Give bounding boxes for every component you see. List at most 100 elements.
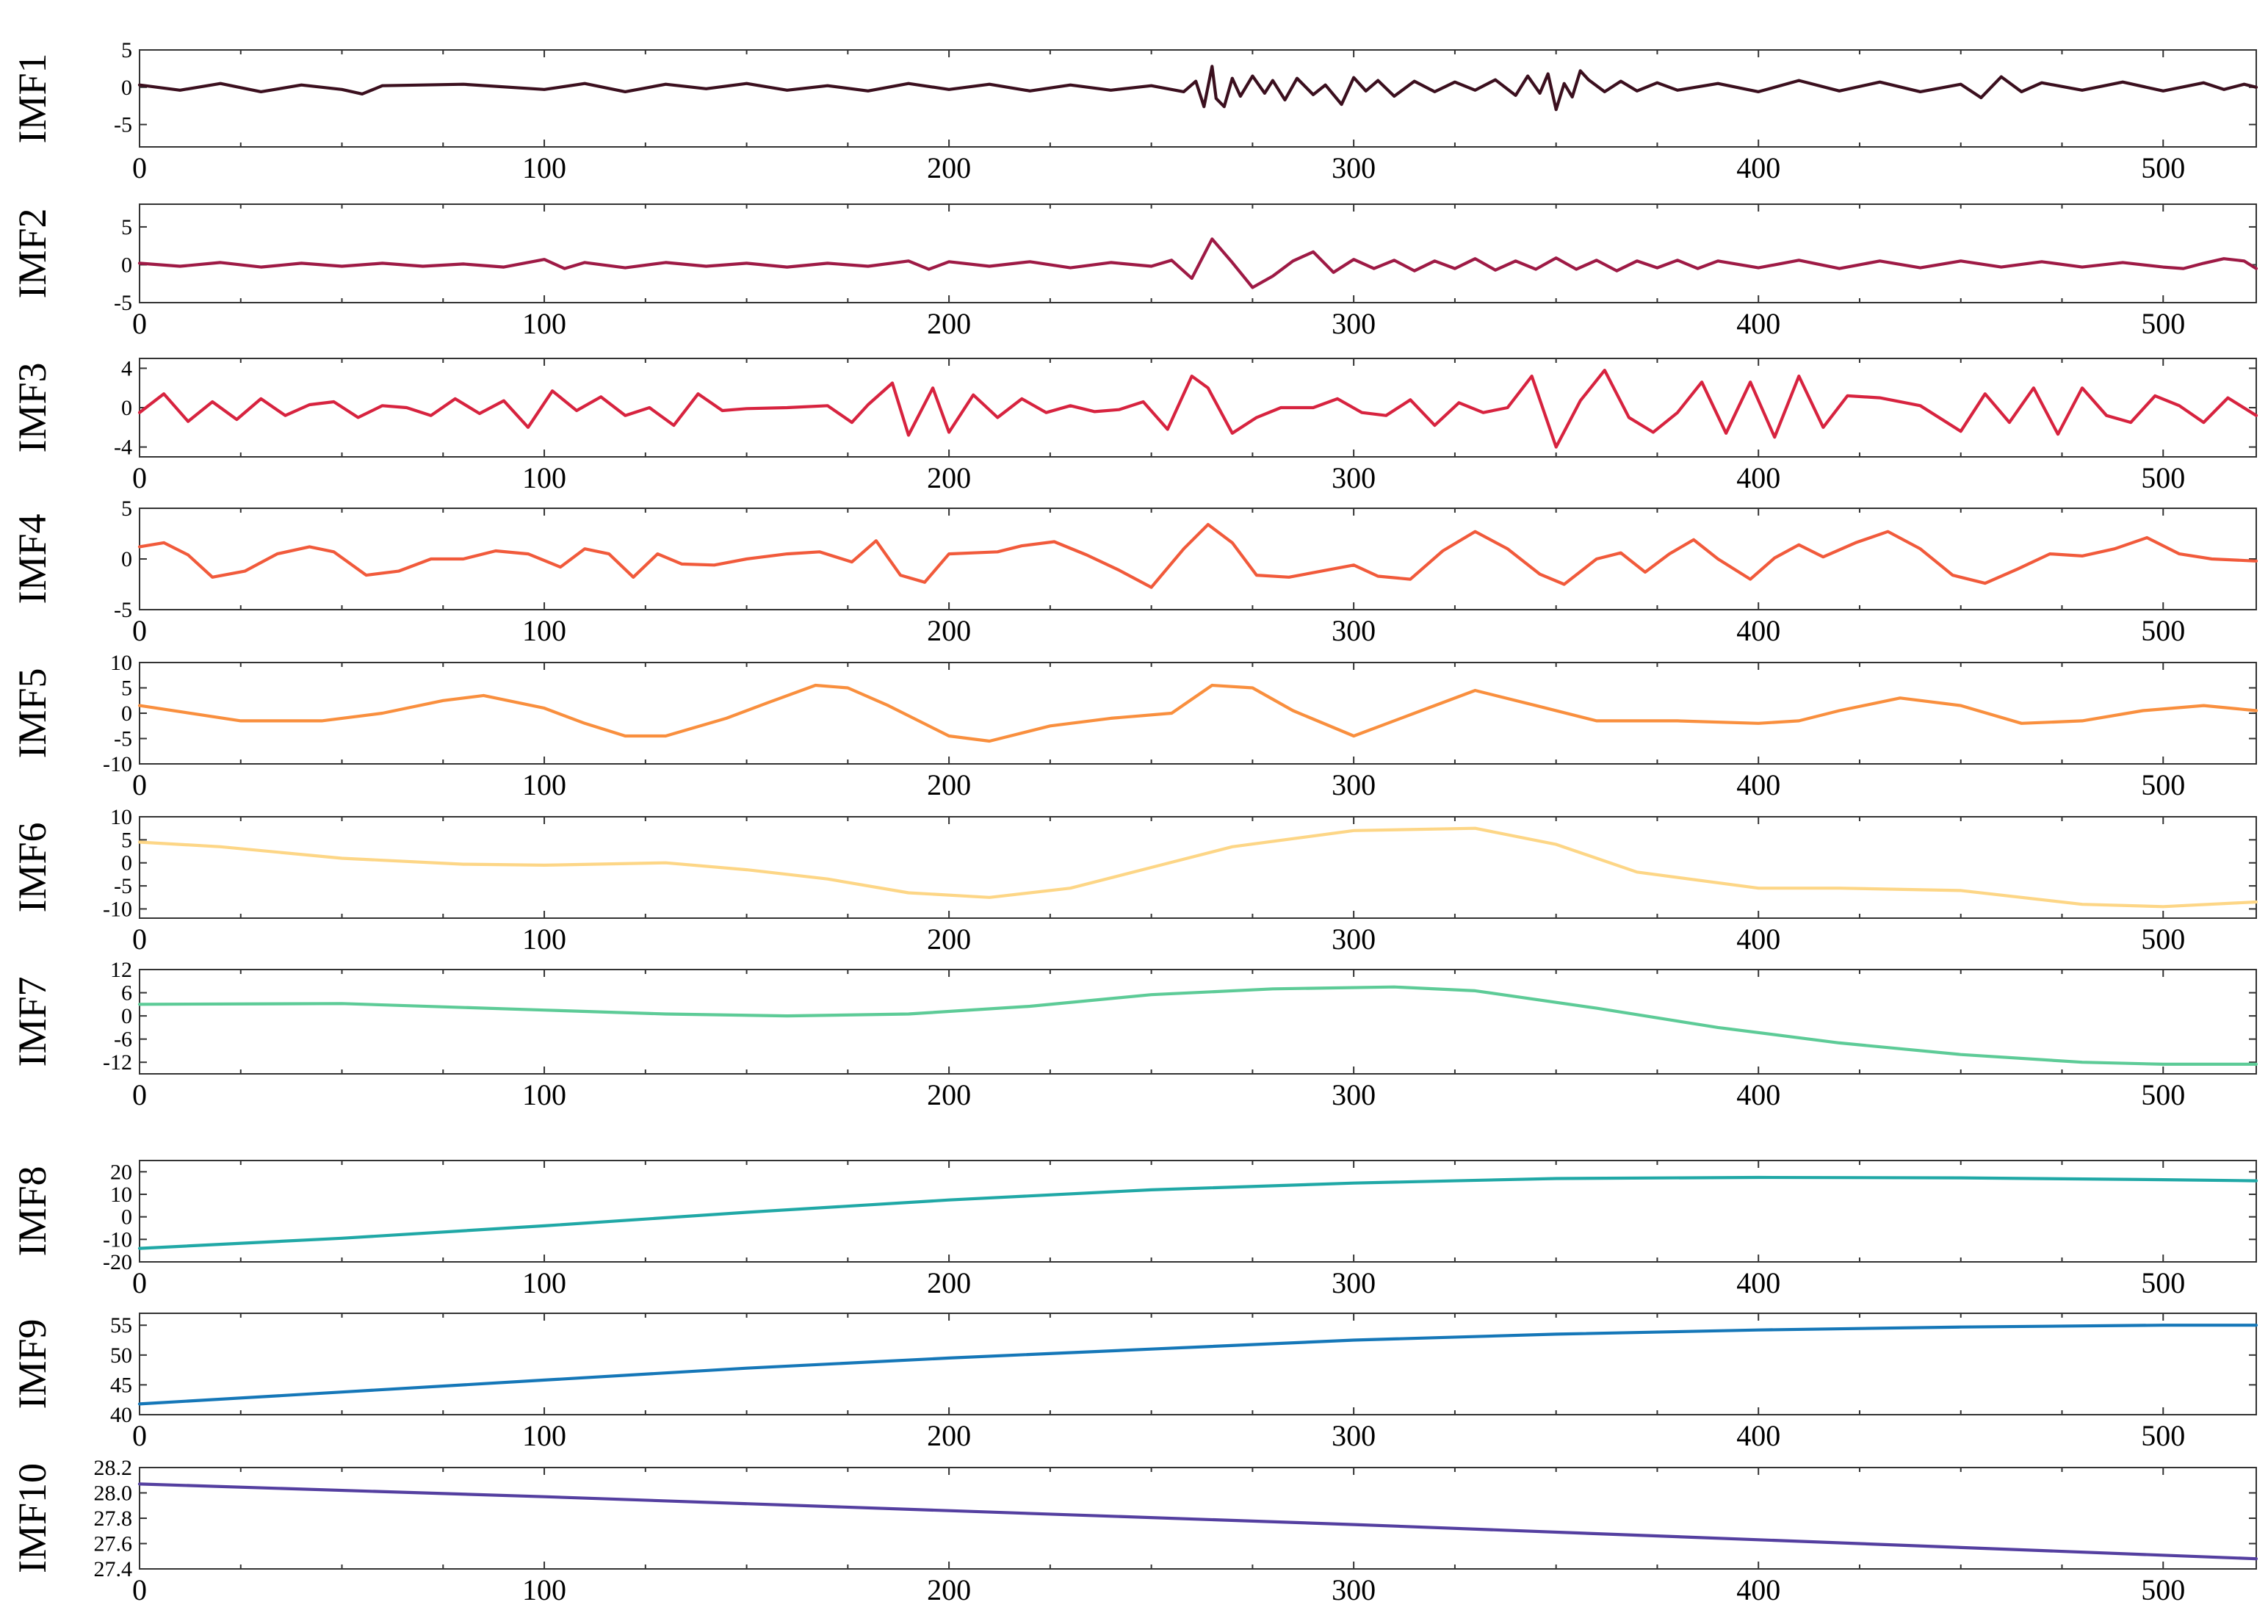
y-tick-label: 5 xyxy=(121,828,132,852)
x-tick-label: 200 xyxy=(927,614,971,647)
axes-frame xyxy=(139,969,2257,1075)
axes-frame xyxy=(139,1313,2257,1415)
series-line-imf2 xyxy=(137,237,2258,289)
axes-frame xyxy=(139,49,2257,148)
y-axis-label: IMF2 xyxy=(10,208,54,298)
x-tick-label: 500 xyxy=(2141,1573,2185,1606)
y-axis-label: IMF8 xyxy=(10,1166,54,1256)
x-tick-label: 0 xyxy=(132,1266,147,1299)
axes-frame xyxy=(139,662,2257,765)
panel-imf9: 0 100 200 300 400 500 55 50 45 40 IMF9 xyxy=(10,1313,2258,1452)
x-tick-label: 100 xyxy=(522,1266,566,1299)
x-tick-label: 0 xyxy=(132,1078,147,1111)
x-tick-label: 300 xyxy=(1332,1078,1376,1111)
y-axis-label: IMF4 xyxy=(10,513,54,604)
y-tick-label: 0 xyxy=(121,1205,132,1230)
x-tick-label: 0 xyxy=(132,614,147,647)
x-tick-label: 200 xyxy=(927,1078,971,1111)
y-tick-label: 55 xyxy=(110,1313,132,1338)
x-tick-label: 200 xyxy=(927,923,971,956)
x-tick-label: 500 xyxy=(2141,1419,2185,1452)
axes-frame xyxy=(139,203,2257,303)
series-line-imf8 xyxy=(137,1175,2258,1250)
x-tick-label: 400 xyxy=(1736,1419,1780,1452)
y-tick-label: -5 xyxy=(114,727,132,751)
x-tick-label: 0 xyxy=(132,307,147,340)
x-tick-label: 200 xyxy=(927,151,971,184)
y-axis-label: IMF9 xyxy=(10,1318,54,1409)
x-tick-label: 400 xyxy=(1736,151,1780,184)
y-tick-label: 12 xyxy=(110,958,132,982)
y-axis-label: IMF10 xyxy=(10,1463,54,1573)
x-tick-label: 400 xyxy=(1736,461,1780,494)
x-tick-label: 100 xyxy=(522,923,566,956)
x-tick-label: 100 xyxy=(522,768,566,801)
y-axis-label: IMF6 xyxy=(10,822,54,912)
y-tick-label: 0 xyxy=(121,76,132,100)
x-tick-label: 500 xyxy=(2141,307,2185,340)
x-tick-label: 500 xyxy=(2141,1078,2185,1111)
series-line-imf4 xyxy=(137,522,2258,589)
y-tick-label: 5 xyxy=(121,676,132,701)
x-tick-label: 100 xyxy=(522,1419,566,1452)
x-tick-label: 0 xyxy=(132,1573,147,1606)
y-tick-label: -5 xyxy=(114,874,132,898)
y-tick-label: 0 xyxy=(121,851,132,876)
axes-frame xyxy=(139,1160,2257,1263)
x-tick-label: 100 xyxy=(522,307,566,340)
y-tick-label: 5 xyxy=(121,38,132,62)
y-tick-label: 10 xyxy=(110,651,132,675)
series-line-imf6 xyxy=(137,826,2258,909)
x-tick-label: 500 xyxy=(2141,768,2185,801)
x-tick-label: 200 xyxy=(927,1419,971,1452)
x-tick-label: 0 xyxy=(132,768,147,801)
y-tick-label: -10 xyxy=(103,1227,132,1252)
x-tick-label: 300 xyxy=(1332,614,1376,647)
x-tick-label: 400 xyxy=(1736,1573,1780,1606)
y-axis-label: IMF1 xyxy=(10,53,54,143)
x-tick-label: 400 xyxy=(1736,1078,1780,1111)
y-tick-label: 40 xyxy=(110,1403,132,1427)
x-tick-label: 400 xyxy=(1736,768,1780,801)
y-axis-label: IMF5 xyxy=(10,668,54,758)
y-tick-label: 0 xyxy=(121,396,132,420)
x-tick-label: 200 xyxy=(927,307,971,340)
y-axis-label: IMF3 xyxy=(10,362,54,452)
y-tick-label: -6 xyxy=(114,1028,132,1052)
x-tick-label: 200 xyxy=(927,461,971,494)
y-tick-label: 0 xyxy=(121,253,132,277)
series-line-imf5 xyxy=(137,683,2258,743)
x-tick-label: 400 xyxy=(1736,1266,1780,1299)
x-tick-label: 400 xyxy=(1736,307,1780,340)
y-tick-label: -4 xyxy=(114,436,132,460)
series-line-imf1 xyxy=(137,65,2258,112)
y-tick-label: -12 xyxy=(103,1050,132,1075)
x-tick-label: 300 xyxy=(1332,923,1376,956)
y-tick-label: 28.2 xyxy=(94,1456,133,1480)
x-tick-label: 300 xyxy=(1332,461,1376,494)
x-tick-label: 300 xyxy=(1332,1573,1376,1606)
x-tick-label: 200 xyxy=(927,1573,971,1606)
x-tick-label: 100 xyxy=(522,151,566,184)
y-tick-label: 27.6 xyxy=(94,1532,133,1556)
x-tick-label: 500 xyxy=(2141,461,2185,494)
series-line-imf7 xyxy=(137,985,2258,1067)
y-tick-label: 5 xyxy=(121,215,132,239)
panel-imf10: 0 100 200 300 400 500 28.228.027.827.627.4 IMF1… xyxy=(10,1456,2258,1606)
x-tick-label: 400 xyxy=(1736,923,1780,956)
y-tick-label: 45 xyxy=(110,1373,132,1397)
x-tick-label: 100 xyxy=(522,1573,566,1606)
x-tick-label: 300 xyxy=(1332,151,1376,184)
series-line-imf10 xyxy=(137,1482,2258,1561)
y-tick-label: 10 xyxy=(110,805,132,829)
x-tick-label: 100 xyxy=(522,461,566,494)
x-tick-label: 300 xyxy=(1332,768,1376,801)
